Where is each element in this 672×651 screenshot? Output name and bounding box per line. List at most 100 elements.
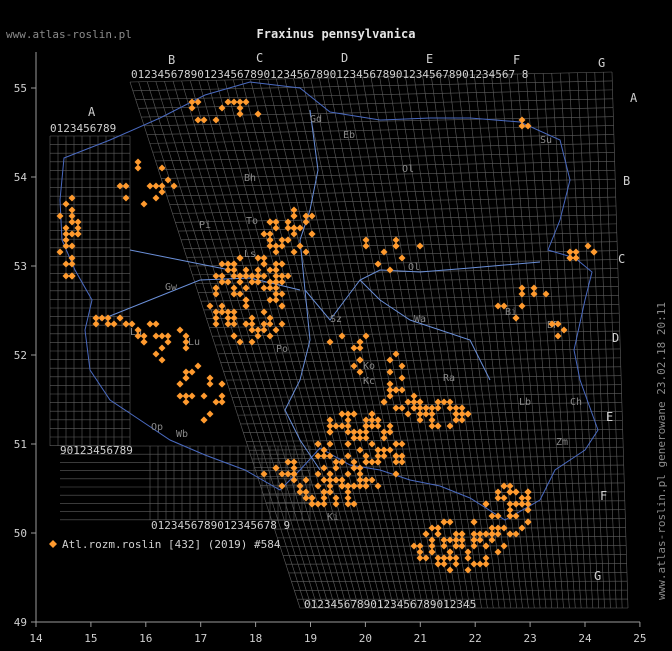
occurrence-marker <box>368 410 376 418</box>
occurrence-marker <box>68 206 76 214</box>
occurrence-marker <box>260 260 268 268</box>
occurrence-marker <box>242 296 250 304</box>
occurrence-marker <box>212 308 220 316</box>
occurrence-marker <box>392 350 400 358</box>
occurrence-marker <box>368 440 376 448</box>
occurrence-marker <box>272 326 280 334</box>
grid-line-h <box>152 143 615 153</box>
occurrence-marker <box>338 458 346 466</box>
occurrence-marker <box>368 458 376 466</box>
grid-letter-top-d: D <box>341 51 348 65</box>
occurrence-marker <box>224 320 232 328</box>
occurrence-marker <box>284 272 292 280</box>
occurrence-marker <box>518 500 526 508</box>
occurrence-marker <box>524 122 532 130</box>
occurrence-marker <box>326 422 334 430</box>
occurrence-marker <box>68 272 76 280</box>
occurrence-marker <box>458 410 466 418</box>
x-tick-label: 20 <box>359 632 372 645</box>
map-labels-layer: EbOlSuGdBhPiToOlSzLsGwLuPoKoWaBPBiRaLbZm… <box>130 114 582 523</box>
occurrence-marker <box>248 272 256 280</box>
occurrence-marker <box>356 464 364 472</box>
occurrence-marker <box>284 236 292 244</box>
occurrence-marker <box>452 416 460 424</box>
occurrence-marker <box>314 440 322 448</box>
occurrence-marker <box>362 422 370 430</box>
occurrence-marker <box>266 320 274 328</box>
occurrence-marker <box>326 416 334 424</box>
occurrence-marker <box>212 272 220 280</box>
occurrence-marker <box>446 404 454 412</box>
occurrence-marker <box>326 428 334 436</box>
occurrence-marker <box>278 470 286 478</box>
occurrence-marker <box>374 416 382 424</box>
occurrence-marker <box>434 422 442 430</box>
map-place-label: Zm <box>556 437 568 448</box>
occurrence-marker <box>518 122 526 130</box>
occurrence-marker <box>242 302 250 310</box>
occurrence-marker <box>164 338 172 346</box>
occurrence-marker <box>386 392 394 400</box>
occurrence-marker <box>488 524 496 532</box>
occurrence-marker <box>230 272 238 280</box>
occurrence-marker <box>176 380 184 388</box>
grid-line-h <box>163 178 616 188</box>
occurrence-marker <box>308 500 316 508</box>
occurrence-marker <box>206 410 214 418</box>
occurrence-marker <box>374 452 382 460</box>
occurrence-marker <box>464 410 472 418</box>
occurrence-marker <box>140 332 148 340</box>
occurrence-marker <box>308 494 316 502</box>
map-place-label: Eb <box>343 130 355 141</box>
grid-line-h <box>158 161 615 170</box>
occurrence-marker <box>506 488 514 496</box>
occurrence-marker <box>326 440 334 448</box>
occurrence-marker <box>62 242 70 250</box>
occurrence-marker <box>380 446 388 454</box>
occurrence-marker <box>350 458 358 466</box>
occurrence-marker <box>368 416 376 424</box>
grid-line-h <box>248 446 624 451</box>
occurrence-marker <box>422 554 430 562</box>
occurrence-markers <box>56 98 598 574</box>
occurrence-marker <box>356 368 364 376</box>
occurrence-marker <box>326 482 334 490</box>
occurrence-marker <box>320 452 328 460</box>
occurrence-marker <box>476 530 484 538</box>
occurrence-marker <box>254 332 262 340</box>
grid-letter-top-e: E <box>426 52 433 66</box>
occurrence-marker <box>446 536 454 544</box>
occurrence-marker <box>266 230 274 238</box>
occurrence-marker <box>152 332 160 340</box>
grid-letter-top-c: C <box>256 51 263 65</box>
occurrence-marker <box>62 272 70 280</box>
occurrence-marker <box>188 368 196 376</box>
occurrence-marker <box>272 272 280 280</box>
occurrence-marker <box>470 536 478 544</box>
grid-line-h <box>166 187 616 197</box>
occurrence-marker <box>386 386 394 394</box>
occurrence-marker <box>278 302 286 310</box>
occurrence-marker <box>266 332 274 340</box>
grid-line-h <box>180 232 617 241</box>
occurrence-marker <box>260 470 268 478</box>
x-tick-label: 18 <box>249 632 262 645</box>
occurrence-marker <box>446 518 454 526</box>
occurrence-marker <box>146 320 154 328</box>
occurrence-marker <box>266 266 274 274</box>
occurrence-marker <box>548 320 556 328</box>
occurrence-marker <box>260 284 268 292</box>
occurrence-marker <box>236 272 244 280</box>
occurrence-marker <box>62 236 70 244</box>
occurrence-marker <box>344 428 352 436</box>
occurrence-marker <box>290 248 298 256</box>
occurrence-marker <box>380 428 388 436</box>
occurrence-marker <box>398 404 406 412</box>
occurrence-marker <box>554 332 562 340</box>
occurrence-marker <box>350 362 358 370</box>
occurrence-marker <box>290 230 298 238</box>
occurrence-marker <box>290 458 298 466</box>
occurrence-marker <box>500 482 508 490</box>
grid-line-h <box>132 80 613 92</box>
occurrence-marker <box>494 494 502 502</box>
